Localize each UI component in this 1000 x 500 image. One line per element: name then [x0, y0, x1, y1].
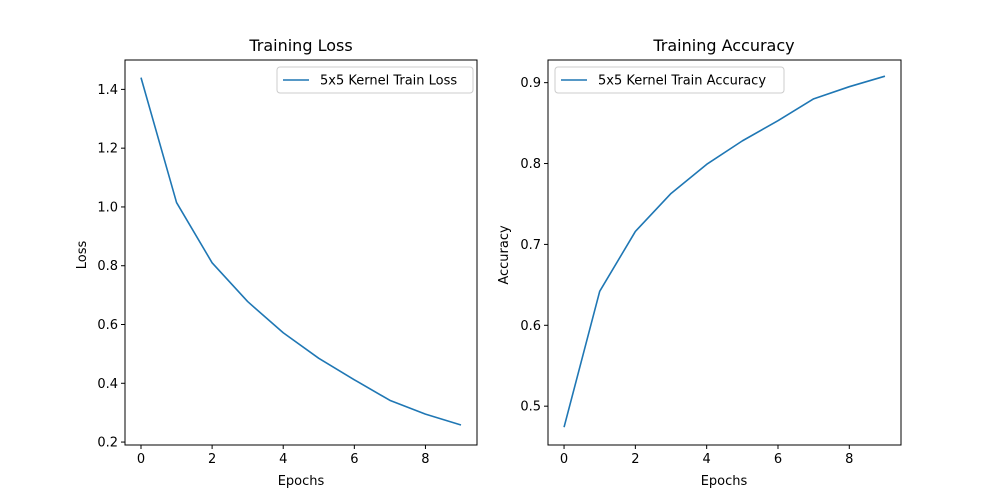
loss-chart-ticks: 0 2 4 6 8 0.2 0.4 0.6 0.8 1.0 1.2 1.4: [97, 83, 429, 467]
accuracy-chart-ytick-label: 0.9: [520, 76, 541, 91]
accuracy-chart-ytick-label: 0.6: [520, 319, 541, 334]
loss-chart-legend-label: 5x5 Kernel Train Loss: [320, 74, 457, 89]
loss-chart-axes-frame: [124, 59, 478, 446]
loss-chart-xtick-label: 8: [421, 452, 429, 467]
loss-chart-ytick-label: 0.6: [97, 318, 118, 333]
loss-chart-ytick-label: 0.2: [97, 436, 118, 451]
loss-chart-ytick-label: 1.2: [97, 142, 118, 157]
accuracy-chart-ylabel: Accuracy: [497, 225, 512, 285]
loss-chart-ytick-label: 1.4: [97, 83, 118, 98]
loss-chart-legend-box: [276, 66, 474, 94]
accuracy-chart-legend: 5x5 Kernel Train Accuracy: [554, 66, 785, 94]
accuracy-chart-xlabel: Epochs: [701, 474, 748, 489]
accuracy-chart-series-line: [563, 75, 886, 428]
accuracy-chart-xtick-label: 0: [560, 452, 568, 467]
accuracy-chart-xtick-label: 4: [703, 452, 711, 467]
accuracy-chart-xtick-label: 2: [631, 452, 639, 467]
accuracy-chart-ticks: 0 2 4 6 8 0.5 0.6 0.7 0.8 0.9: [520, 76, 853, 467]
accuracy-chart-ytick-label: 0.8: [520, 157, 541, 172]
loss-chart-xlabel: Epochs: [278, 474, 325, 489]
loss-chart-ytick-label: 0.8: [97, 259, 118, 274]
loss-chart-xtick-label: 4: [279, 452, 287, 467]
accuracy-chart-axes-frame: [547, 59, 902, 446]
loss-chart: Training Loss Epochs Loss 0 2 4 6 8 0.2 0.4 0.6…: [75, 36, 478, 489]
loss-chart-title: Training Loss: [248, 36, 352, 55]
loss-chart-series-line: [140, 77, 462, 426]
accuracy-chart-legend-box: [554, 66, 785, 94]
loss-chart-xtick-label: 0: [137, 452, 145, 467]
accuracy-chart-ytick-label: 0.7: [520, 238, 541, 253]
accuracy-chart: Training Accuracy Epochs Accuracy 0 2 4 6 80…: [497, 36, 902, 489]
accuracy-chart-xtick-label: 8: [845, 452, 853, 467]
loss-chart-legend: 5x5 Kernel Train Loss: [276, 66, 474, 94]
loss-chart-ytick-label: 0.4: [97, 377, 118, 392]
accuracy-chart-xtick-label: 6: [774, 452, 782, 467]
loss-chart-plot-lines: [140, 77, 462, 426]
loss-chart-ylabel: Loss: [75, 241, 90, 270]
accuracy-chart-ytick-label: 0.5: [520, 400, 541, 415]
accuracy-chart-title: Training Accuracy: [652, 36, 794, 55]
accuracy-chart-plot-lines: [563, 75, 886, 428]
loss-chart-ytick-label: 1.0: [97, 200, 118, 215]
accuracy-chart-legend-label: 5x5 Kernel Train Accuracy: [598, 74, 766, 89]
loss-chart-xtick-label: 2: [208, 452, 216, 467]
loss-chart-xtick-label: 6: [350, 452, 358, 467]
